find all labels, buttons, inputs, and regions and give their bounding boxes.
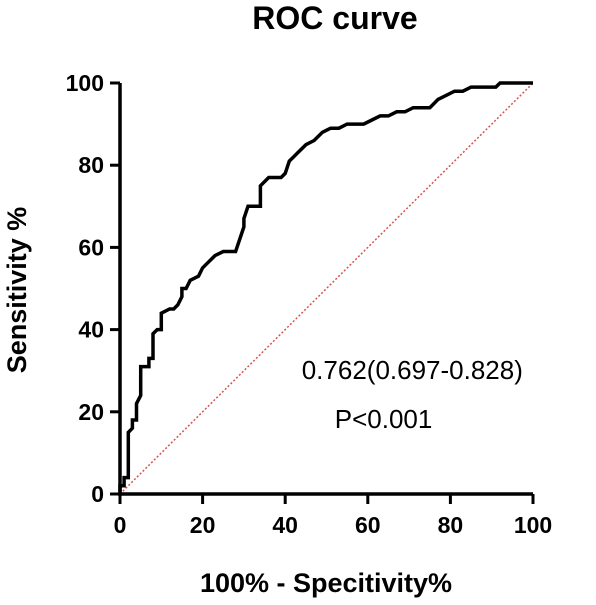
x-axis-label: 100% - Specitivity%	[200, 568, 452, 598]
y-tick-label: 0	[91, 481, 104, 507]
x-tick-label: 20	[190, 512, 216, 538]
x-tick-label: 0	[114, 512, 127, 538]
y-axis-label: Sensitivity %	[2, 207, 32, 374]
x-tick-label: 60	[355, 512, 381, 538]
x-tick-label: 100	[514, 512, 552, 538]
reference-diagonal-line	[119, 82, 534, 495]
chart-title: ROC curve	[252, 0, 417, 36]
x-tick-label: 40	[272, 512, 298, 538]
y-tick-label: 100	[66, 70, 104, 96]
x-tick-label: 80	[438, 512, 464, 538]
y-tick-label: 40	[78, 317, 104, 343]
y-tick-label: 60	[78, 234, 104, 260]
roc-curve-line	[118, 81, 533, 494]
auc-annotation: 0.762(0.697-0.828)	[302, 355, 523, 385]
p-value-annotation: P<0.001	[335, 404, 433, 434]
y-tick-label: 20	[78, 399, 104, 425]
axis-ticks: 0 20 40 60 80 100 0 20 40 60 80 100	[66, 70, 553, 538]
y-tick-label: 80	[78, 152, 104, 178]
